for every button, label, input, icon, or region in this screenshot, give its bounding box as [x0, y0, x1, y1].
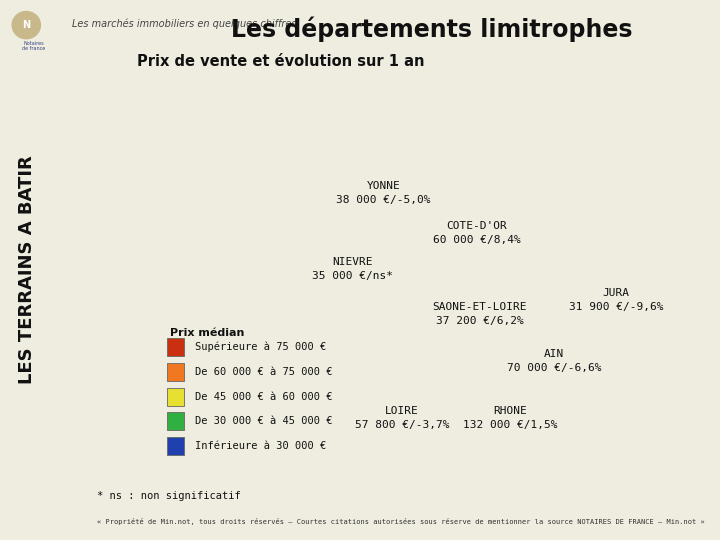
Text: De 30 000 € à 45 000 €: De 30 000 € à 45 000 €: [194, 416, 332, 426]
Circle shape: [12, 11, 40, 39]
FancyBboxPatch shape: [167, 437, 184, 455]
Text: LES TERRAINS A BATIR: LES TERRAINS A BATIR: [18, 156, 37, 384]
Text: « Propriété de Min.not, tous droits réservés – Courtes citations autorisées sous: « Propriété de Min.not, tous droits rése…: [97, 518, 705, 525]
Text: JURA
31 900 €/-9,6%: JURA 31 900 €/-9,6%: [569, 288, 663, 312]
Text: NIEVRE
35 000 €/ns*: NIEVRE 35 000 €/ns*: [312, 256, 393, 281]
Text: Supérieure à 75 000 €: Supérieure à 75 000 €: [194, 342, 326, 353]
Text: Prix de vente et évolution sur 1 an: Prix de vente et évolution sur 1 an: [137, 54, 424, 69]
Text: * ns : non significatif: * ns : non significatif: [97, 491, 241, 502]
Text: Prix médian: Prix médian: [170, 328, 244, 338]
Text: COTE-D'OR
60 000 €/8,4%: COTE-D'OR 60 000 €/8,4%: [433, 221, 521, 245]
Text: Inférieure à 30 000 €: Inférieure à 30 000 €: [194, 441, 326, 451]
FancyBboxPatch shape: [167, 338, 184, 356]
Text: Les départements limitrophes: Les départements limitrophes: [231, 16, 633, 42]
FancyBboxPatch shape: [167, 363, 184, 381]
Text: LOIRE
57 800 €/-3,7%: LOIRE 57 800 €/-3,7%: [355, 407, 449, 430]
Text: Notaires
de france: Notaires de france: [22, 40, 45, 51]
Text: RHONE
132 000 €/1,5%: RHONE 132 000 €/1,5%: [463, 407, 558, 430]
Text: YONNE
38 000 €/-5,0%: YONNE 38 000 €/-5,0%: [336, 181, 431, 205]
Text: N: N: [22, 20, 30, 30]
Text: SAONE-ET-LOIRE
37 200 €/6,2%: SAONE-ET-LOIRE 37 200 €/6,2%: [432, 302, 527, 326]
Text: De 60 000 € à 75 000 €: De 60 000 € à 75 000 €: [194, 367, 332, 377]
Text: De 45 000 € à 60 000 €: De 45 000 € à 60 000 €: [194, 392, 332, 402]
Text: AIN
70 000 €/-6,6%: AIN 70 000 €/-6,6%: [507, 349, 601, 373]
FancyBboxPatch shape: [167, 412, 184, 430]
Text: Les marchés immobiliers en quelques chiffres: Les marchés immobiliers en quelques chif…: [72, 19, 297, 29]
FancyBboxPatch shape: [167, 388, 184, 406]
